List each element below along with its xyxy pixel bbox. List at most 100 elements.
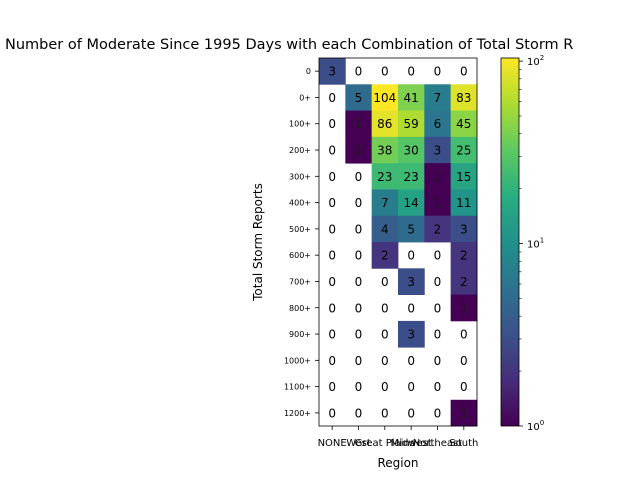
heatmap-cell	[397, 110, 425, 138]
y-tick-label: 1100+	[284, 383, 311, 392]
y-axis-label: Total Storm Reports	[251, 183, 265, 302]
cell-value-label: 0	[381, 65, 389, 79]
cell-value-label: 5	[355, 91, 363, 105]
colorbar-tick-label: 102	[527, 54, 544, 68]
cell-value-label: 0	[407, 380, 415, 394]
cell-value-label: 0	[355, 170, 363, 184]
y-tick-label: 300+	[289, 172, 311, 181]
heatmap-cell	[345, 110, 373, 138]
heatmap-cell	[397, 268, 425, 296]
cell-value-label: 0	[328, 380, 336, 394]
heatmap-cell	[450, 268, 478, 296]
cell-value-label: 3	[407, 275, 415, 289]
cell-value-label: 83	[456, 91, 471, 105]
cell-value-label: 15	[456, 170, 471, 184]
cell-value-label: 0	[328, 117, 336, 131]
heatmap-cell	[371, 215, 399, 243]
cell-value-label: 3	[328, 65, 336, 79]
cell-value-label: 2	[460, 275, 468, 289]
x-tick-label: Midwest	[391, 438, 432, 449]
cell-value-label: 38	[377, 144, 392, 158]
cell-value-label: 0	[434, 380, 442, 394]
heatmap-cell	[450, 163, 478, 190]
cell-value-label: 0	[328, 196, 336, 210]
heatmap-cell	[371, 163, 399, 190]
heatmap-cell	[450, 294, 478, 322]
heatmap-cell	[371, 189, 399, 217]
heatmap-cell	[450, 242, 478, 269]
cell-value-label: 1	[355, 117, 363, 131]
cell-value-label: 25	[456, 144, 471, 158]
heatmap-cell	[450, 84, 478, 111]
cell-value-label: 23	[404, 170, 419, 184]
heatmap-cell	[424, 189, 452, 217]
heatmap-cell	[397, 84, 425, 111]
cell-value-label: 0	[460, 65, 468, 79]
cell-value-label: 0	[355, 301, 363, 315]
cell-value-label: 0	[434, 406, 442, 420]
cell-value-label: 0	[381, 354, 389, 368]
cell-value-label: 1	[355, 144, 363, 158]
cell-value-label: 1	[434, 196, 442, 210]
cell-value-label: 6	[434, 117, 442, 131]
cell-value-label: 1	[460, 301, 468, 315]
heatmap-cell	[424, 84, 452, 111]
cell-value-label: 0	[328, 222, 336, 236]
cell-value-label: 11	[456, 196, 471, 210]
cell-value-label: 30	[404, 144, 419, 158]
cell-value-label: 0	[328, 275, 336, 289]
cell-value-label: 0	[460, 380, 468, 394]
cell-value-label: 0	[328, 249, 336, 263]
heatmap-cell	[424, 110, 452, 138]
y-tick-label: 600+	[289, 251, 311, 260]
cell-value-label: 0	[355, 249, 363, 263]
heatmap-cell	[397, 215, 425, 243]
chart-title: Number of Moderate Since 1995 Days with …	[5, 37, 573, 53]
cell-value-label: 0	[355, 222, 363, 236]
cell-value-label: 7	[434, 91, 442, 105]
heatmap-cell	[424, 215, 452, 243]
cell-value-label: 0	[460, 328, 468, 342]
colorbar-tick-label: 101	[527, 237, 544, 251]
cell-value-label: 3	[407, 328, 415, 342]
cell-value-label: 1	[434, 170, 442, 184]
cell-value-label: 0	[407, 249, 415, 263]
colorbar: 100 101 102	[500, 54, 544, 433]
cell-value-label: 0	[355, 328, 363, 342]
cell-value-label: 0	[328, 301, 336, 315]
x-tick-label: NONE	[318, 438, 347, 449]
cell-value-label: 14	[404, 196, 419, 210]
y-tick-label: 500+	[289, 225, 311, 234]
cell-value-label: 0	[407, 406, 415, 420]
y-tick-label: 0+	[299, 93, 311, 102]
heatmap-cells	[319, 58, 478, 427]
heatmap-cell	[397, 189, 425, 217]
cell-value-label: 0	[328, 91, 336, 105]
y-tick-label: 200+	[289, 146, 311, 155]
cell-value-label: 0	[460, 354, 468, 368]
heatmap-cell	[450, 189, 478, 217]
heatmap-cell	[450, 136, 478, 164]
cell-value-label: 59	[404, 117, 419, 131]
cell-value-label: 86	[377, 117, 392, 131]
cell-value-label: 104	[373, 91, 396, 105]
cell-value-label: 4	[381, 222, 389, 236]
cell-value-label: 0	[328, 354, 336, 368]
cell-value-label: 7	[381, 196, 389, 210]
x-axis-label: Region	[377, 456, 418, 470]
plot-frame	[318, 57, 478, 427]
cell-value-label: 0	[328, 328, 336, 342]
heatmap-cell	[450, 110, 478, 138]
cell-value-label: 0	[355, 354, 363, 368]
y-axis-ticks: 0 0+ 100+ 200+ 300+ 400+ 500+ 600+ 700+ 800+ 900+ 1…	[284, 67, 319, 418]
heatmap-cell	[371, 84, 399, 111]
cell-value-label: 0	[434, 328, 442, 342]
x-tick-label: Great Plains	[355, 438, 415, 449]
heatmap-cell	[397, 136, 425, 164]
y-tick-label: 900+	[289, 330, 311, 339]
heatmap-cell	[397, 163, 425, 190]
cell-value-label: 2	[381, 249, 389, 263]
x-tick-label: South	[449, 438, 478, 449]
heatmap-cell	[345, 84, 373, 111]
